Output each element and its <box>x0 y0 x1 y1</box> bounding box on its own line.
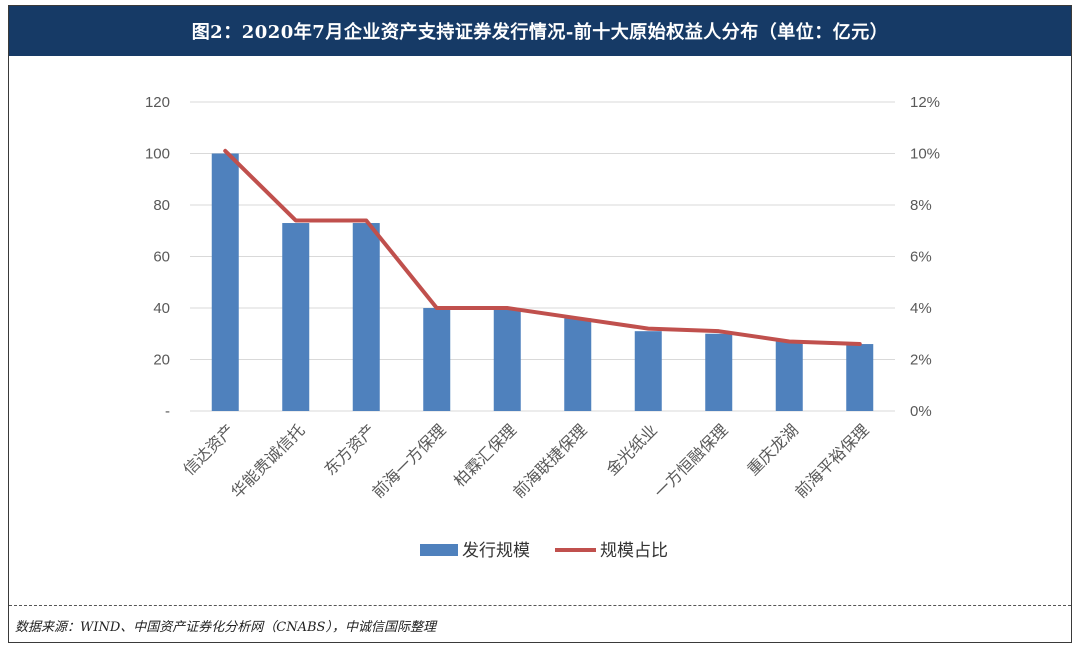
x-category-label: 前海一方保理 <box>368 420 449 501</box>
bar <box>775 341 803 411</box>
y-right-tick-label: 12% <box>910 94 940 111</box>
x-category-label: 前海联捷保理 <box>509 420 590 501</box>
bar <box>211 153 239 411</box>
y-right-tick-label: 10% <box>910 146 940 163</box>
y-right-tick-label: 0% <box>910 403 932 420</box>
chart-frame: 图2：2020年7月企业资产支持证券发行情况-前十大原始权益人分布（单位：亿元）… <box>8 5 1072 643</box>
ratio-line <box>223 148 862 347</box>
x-category-label: 信达资产 <box>179 420 238 479</box>
y-left-tick-label: 100 <box>145 146 170 163</box>
legend-bar-label: 发行规模 <box>462 541 530 561</box>
x-category-label: 一方恒融保理 <box>650 420 731 501</box>
y-right-tick-label: 2% <box>910 352 932 369</box>
y-left-tick-label: 60 <box>153 249 170 266</box>
y-right-tick-label: 6% <box>910 249 932 266</box>
y-left-tick-label: 40 <box>153 300 170 317</box>
y-right-tick-label: 4% <box>910 300 932 317</box>
y-left-tick-label: 80 <box>153 197 170 214</box>
x-category-label: 柏霖汇保理 <box>450 420 520 490</box>
bar <box>705 333 733 411</box>
bar <box>352 223 380 411</box>
y-left-tick-label: 120 <box>145 94 170 111</box>
bar <box>846 344 874 411</box>
x-category-label: 东方资产 <box>320 420 379 479</box>
y-left-tick-label: 20 <box>153 352 170 369</box>
x-category-label: 华能贵诚信托 <box>227 420 308 501</box>
legend-line-label: 规模占比 <box>600 541 668 561</box>
x-category-label: 重庆龙湖 <box>743 420 802 479</box>
y-left-tick-label: - <box>165 403 170 420</box>
legend-bar-swatch <box>420 544 458 556</box>
bar <box>423 308 451 411</box>
source-divider <box>9 605 1071 606</box>
chart-title: 图2：2020年7月企业资产支持证券发行情况-前十大原始权益人分布（单位：亿元） <box>9 6 1071 56</box>
bar <box>282 223 310 411</box>
x-category-label: 前海平裕保理 <box>791 420 872 501</box>
bar <box>564 318 592 411</box>
data-source-note: 数据来源：WIND、中国资产证券化分析网（CNABS），中诚信国际整理 <box>15 620 436 635</box>
y-right-tick-label: 8% <box>910 197 932 214</box>
bar <box>634 331 662 411</box>
x-category-label: 金光纸业 <box>602 420 661 479</box>
bar <box>493 308 521 411</box>
